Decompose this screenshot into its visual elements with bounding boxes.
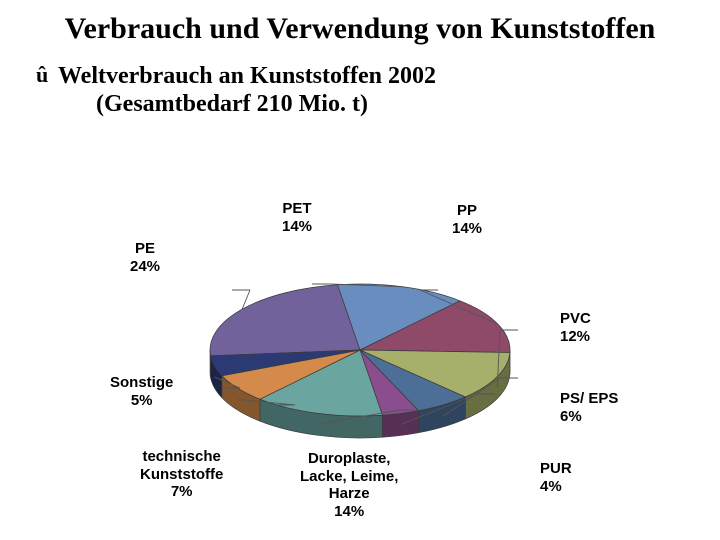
pie-label-pet: PET14% bbox=[282, 200, 312, 235]
pie-chart: PE24% PET14% PP14% PVC12% PS/ EPS6% PUR4% Duro… bbox=[0, 190, 720, 530]
pie-label-duro: Duroplaste,Lacke, Leime,Harze14% bbox=[300, 450, 398, 521]
bullet-text: Weltverbrauch an Kunststoffen 2002 bbox=[58, 61, 436, 91]
page-root: Verbrauch und Verwendung von Kunststoffe… bbox=[0, 0, 720, 540]
pie-label-tech: technischeKunststoffe7% bbox=[140, 448, 223, 501]
bullet-subline: (Gesamtbedarf 210 Mio. t) bbox=[0, 91, 720, 118]
pie-label-pvc: PVC12% bbox=[560, 310, 591, 345]
bullet-row: û Weltverbrauch an Kunststoffen 2002 bbox=[0, 47, 720, 91]
pie-slice-pe bbox=[210, 285, 360, 356]
pie-label-pe: PE24% bbox=[130, 240, 160, 275]
pie-label-pp: PP14% bbox=[452, 202, 482, 237]
pie-label-pseps: PS/ EPS6% bbox=[560, 390, 618, 425]
pie-label-pur: PUR4% bbox=[540, 460, 572, 495]
bullet-marker-icon: û bbox=[36, 61, 58, 89]
pie-label-sonst: Sonstige5% bbox=[110, 374, 173, 409]
page-title: Verbrauch und Verwendung von Kunststoffe… bbox=[0, 0, 720, 47]
